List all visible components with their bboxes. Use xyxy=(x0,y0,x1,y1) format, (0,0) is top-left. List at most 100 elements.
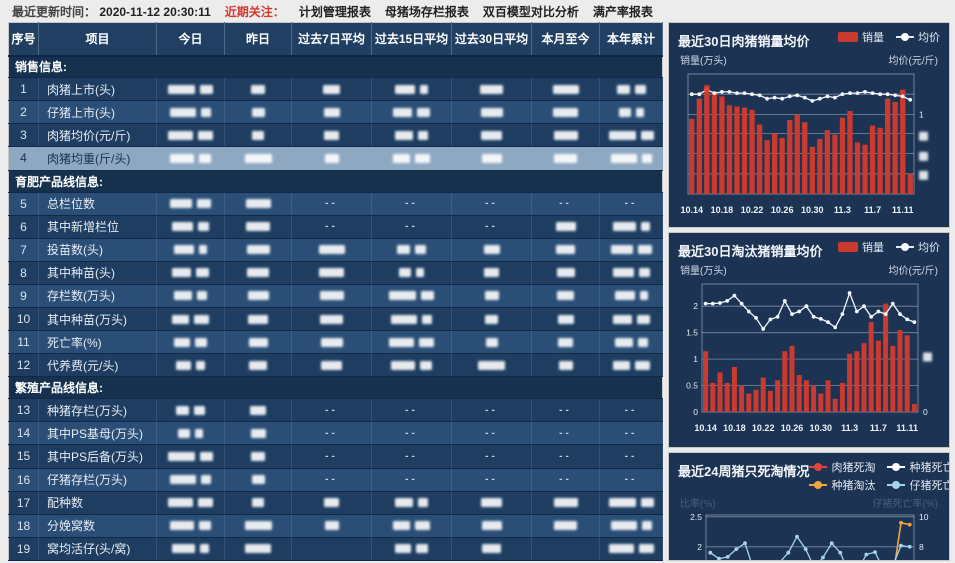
value-cell: -- xyxy=(451,398,532,423)
value-cell xyxy=(156,146,225,171)
value-cell xyxy=(371,100,452,125)
table-row[interactable]: 6 其中新增栏位 -- -- -- xyxy=(8,215,663,239)
line-dot-icon xyxy=(809,462,828,472)
table-row[interactable]: 12 代养费(元/头) xyxy=(8,353,663,378)
table-row[interactable]: 5 总栏位数 -- -- -- -- -- xyxy=(8,192,663,216)
value-cell: -- xyxy=(451,468,532,492)
value-cell: -- xyxy=(531,398,600,423)
value-cell xyxy=(224,307,292,332)
table-row[interactable]: 18 分娩窝数 xyxy=(8,514,663,538)
chart3-legend-meat-death[interactable]: 肉猪死淘 xyxy=(809,459,875,475)
value-cell: -- xyxy=(371,421,452,446)
table-row[interactable]: 4 肉猪均重(斤/头) xyxy=(8,146,663,171)
link-model-compare[interactable]: 双百模型对比分析 xyxy=(482,4,579,19)
value-cell xyxy=(224,238,292,262)
value-cell xyxy=(224,100,292,125)
chart1-legend-sales[interactable]: 销量 xyxy=(838,29,884,45)
row-number: 16 xyxy=(8,468,39,492)
value-cell: -- xyxy=(451,421,532,446)
value-cell xyxy=(291,284,372,308)
section-label: 育肥产品线信息: xyxy=(8,170,663,193)
value-cell xyxy=(599,100,663,125)
row-number: 1 xyxy=(8,77,39,102)
value-cell: -- xyxy=(291,468,372,492)
value-cell xyxy=(451,123,532,148)
value-cell xyxy=(224,537,292,562)
svg-text:0: 0 xyxy=(693,407,698,417)
value-cell xyxy=(156,238,225,262)
value-cell xyxy=(371,353,452,378)
value-cell xyxy=(531,514,600,538)
table-row[interactable]: 19 窝均活仔(头/窝) xyxy=(8,537,663,562)
chart3-legend-breeder-death[interactable]: 种猪死亡 xyxy=(887,459,949,475)
value-cell xyxy=(156,284,225,308)
row-label: 投苗数(头) xyxy=(38,238,157,262)
update-time-value: 2020-11-12 20:30:11 xyxy=(99,4,211,19)
line-dot-icon xyxy=(887,480,906,490)
table-row[interactable]: 9 存栏数(万头) xyxy=(8,284,663,308)
death-cull-chart[interactable]: 2.521.51086 xyxy=(678,511,940,561)
table-row[interactable]: 14 其中PS基母(万头) -- -- -- -- -- xyxy=(8,421,663,446)
svg-text:2: 2 xyxy=(697,542,702,552)
svg-text:11.3: 11.3 xyxy=(834,205,851,215)
chart2-legend-price[interactable]: 均价 xyxy=(896,239,940,255)
table-row[interactable]: 11 死亡率(%) xyxy=(8,330,663,355)
value-cell xyxy=(156,421,225,446)
value-cell xyxy=(599,514,663,538)
chart3-legend-breeder-cull[interactable]: 种猪淘汰 xyxy=(809,477,875,493)
value-cell xyxy=(156,353,225,378)
chart1-title: 最近30日肉猪销量均价 xyxy=(678,34,810,49)
row-label: 其中PS基母(万头) xyxy=(38,421,157,446)
link-capacity-report[interactable]: 满产率报表 xyxy=(592,4,653,19)
svg-text:11.7: 11.7 xyxy=(864,205,881,215)
value-cell xyxy=(531,123,600,148)
value-cell xyxy=(531,261,600,285)
table-row[interactable]: 8 其中种苗(头) xyxy=(8,261,663,285)
table-row[interactable]: 3 肉猪均价(元/斤) xyxy=(8,123,663,148)
table-row[interactable]: 1 肉猪上市(头) xyxy=(8,77,663,102)
row-number: 2 xyxy=(8,100,39,125)
top-bar: 最近更新时间： 2020-11-12 20:30:11 近期关注： 计划管理报表… xyxy=(0,0,955,20)
value-cell xyxy=(224,353,292,378)
value-cell xyxy=(451,146,532,171)
value-cell xyxy=(371,261,452,285)
row-number: 8 xyxy=(8,261,39,285)
section-row: 育肥产品线信息: xyxy=(8,170,663,193)
row-label: 其中种苗(头) xyxy=(38,261,157,285)
table-row[interactable]: 13 种猪存栏(万头) -- -- -- -- -- xyxy=(8,398,663,423)
value-cell: -- xyxy=(599,421,663,446)
pig-sales-price-chart[interactable]: 1 10.14 10.18 10.22 10.26 10.30 11.3 11.7 11.11 xyxy=(678,68,940,218)
table-row[interactable]: 16 仔猪存栏(万头) -- -- -- -- -- xyxy=(8,468,663,492)
cull-pig-sales-price-chart[interactable]: 0 0.5 1 1.5 2 0 10.14 10.18 10.22 10.26 10.30 11.3 1… xyxy=(678,278,940,436)
value-cell xyxy=(291,307,372,332)
row-label: 种猪存栏(万头) xyxy=(38,398,157,423)
chart1-y-right-label: 均价(元/斤) xyxy=(888,56,938,67)
table-row[interactable]: 15 其中PS后备(万头) -- -- -- -- -- xyxy=(8,444,663,469)
row-label: 窝均活仔(头/窝) xyxy=(38,537,157,562)
chart1-legend-price[interactable]: 均价 xyxy=(896,29,940,45)
value-cell: -- xyxy=(531,468,600,492)
table-row[interactable]: 7 投苗数(头) xyxy=(8,238,663,262)
value-cell xyxy=(224,398,292,423)
value-cell: -- xyxy=(371,215,452,239)
chart3-legend-piglet-death[interactable]: 仔猪死亡 xyxy=(887,477,949,493)
line-dot-icon xyxy=(809,480,828,490)
svg-text:11.11: 11.11 xyxy=(892,205,914,215)
table-row[interactable]: 17 配种数 xyxy=(8,491,663,515)
link-sow-farm-report[interactable]: 母猪场存栏报表 xyxy=(384,4,469,19)
table-row[interactable]: 10 其中种苗(万头) xyxy=(8,307,663,332)
row-number: 6 xyxy=(8,215,39,239)
value-cell xyxy=(531,100,600,125)
value-cell xyxy=(156,77,225,102)
value-cell xyxy=(156,398,225,423)
value-cell xyxy=(531,146,600,171)
svg-text:2: 2 xyxy=(693,301,698,311)
value-cell xyxy=(224,123,292,148)
table-row[interactable]: 2 仔猪上市(头) xyxy=(8,100,663,125)
value-cell xyxy=(224,468,292,492)
row-number: 15 xyxy=(8,444,39,469)
chart2-legend-sales[interactable]: 销量 xyxy=(838,239,884,255)
link-plan-report[interactable]: 计划管理报表 xyxy=(298,4,371,19)
chart2-title: 最近30日淘汰猪销量均价 xyxy=(678,244,823,259)
value-cell: -- xyxy=(531,444,600,469)
